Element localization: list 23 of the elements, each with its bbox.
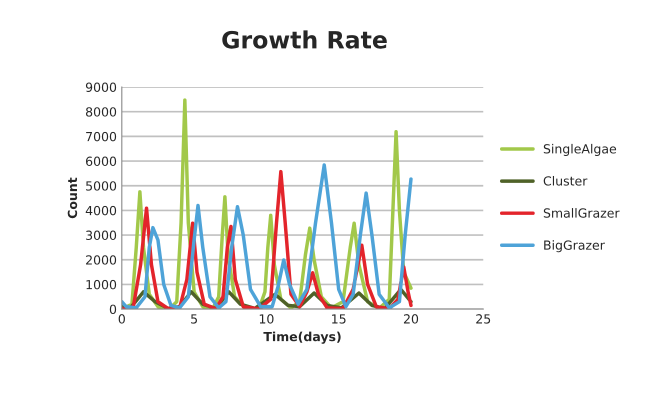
- legend-label: BigGrazer: [544, 240, 605, 252]
- x-tick-label: 25: [476, 314, 490, 324]
- legend-label: Cluster: [544, 176, 588, 186]
- y-tick-label: 2000: [86, 255, 116, 265]
- y-tick-label: 7000: [86, 132, 116, 142]
- y-tick-label: 6000: [86, 156, 116, 166]
- y-tick-label: 8000: [86, 107, 116, 117]
- y-tick-label: 0: [110, 304, 116, 314]
- y-tick-label: 4000: [86, 206, 116, 216]
- legend-label: SmallGrazer: [544, 208, 620, 218]
- x-tick-label: 0: [118, 314, 125, 324]
- y-axis-title: Count: [68, 178, 78, 218]
- y-tick-label: 3000: [86, 230, 116, 240]
- legend-label: SingleAlgae: [544, 144, 616, 156]
- x-axis-title: Time(days): [263, 332, 341, 344]
- y-tick-label: 5000: [86, 181, 116, 191]
- chart-title: Growth Rate: [222, 30, 387, 49]
- y-tick-label: 1000: [86, 280, 116, 290]
- y-tick-label: 9000: [86, 82, 116, 92]
- x-tick-label: 20: [404, 314, 418, 324]
- x-tick-label: 5: [191, 314, 197, 324]
- x-tick-label: 10: [260, 314, 274, 324]
- x-tick-label: 15: [332, 314, 346, 324]
